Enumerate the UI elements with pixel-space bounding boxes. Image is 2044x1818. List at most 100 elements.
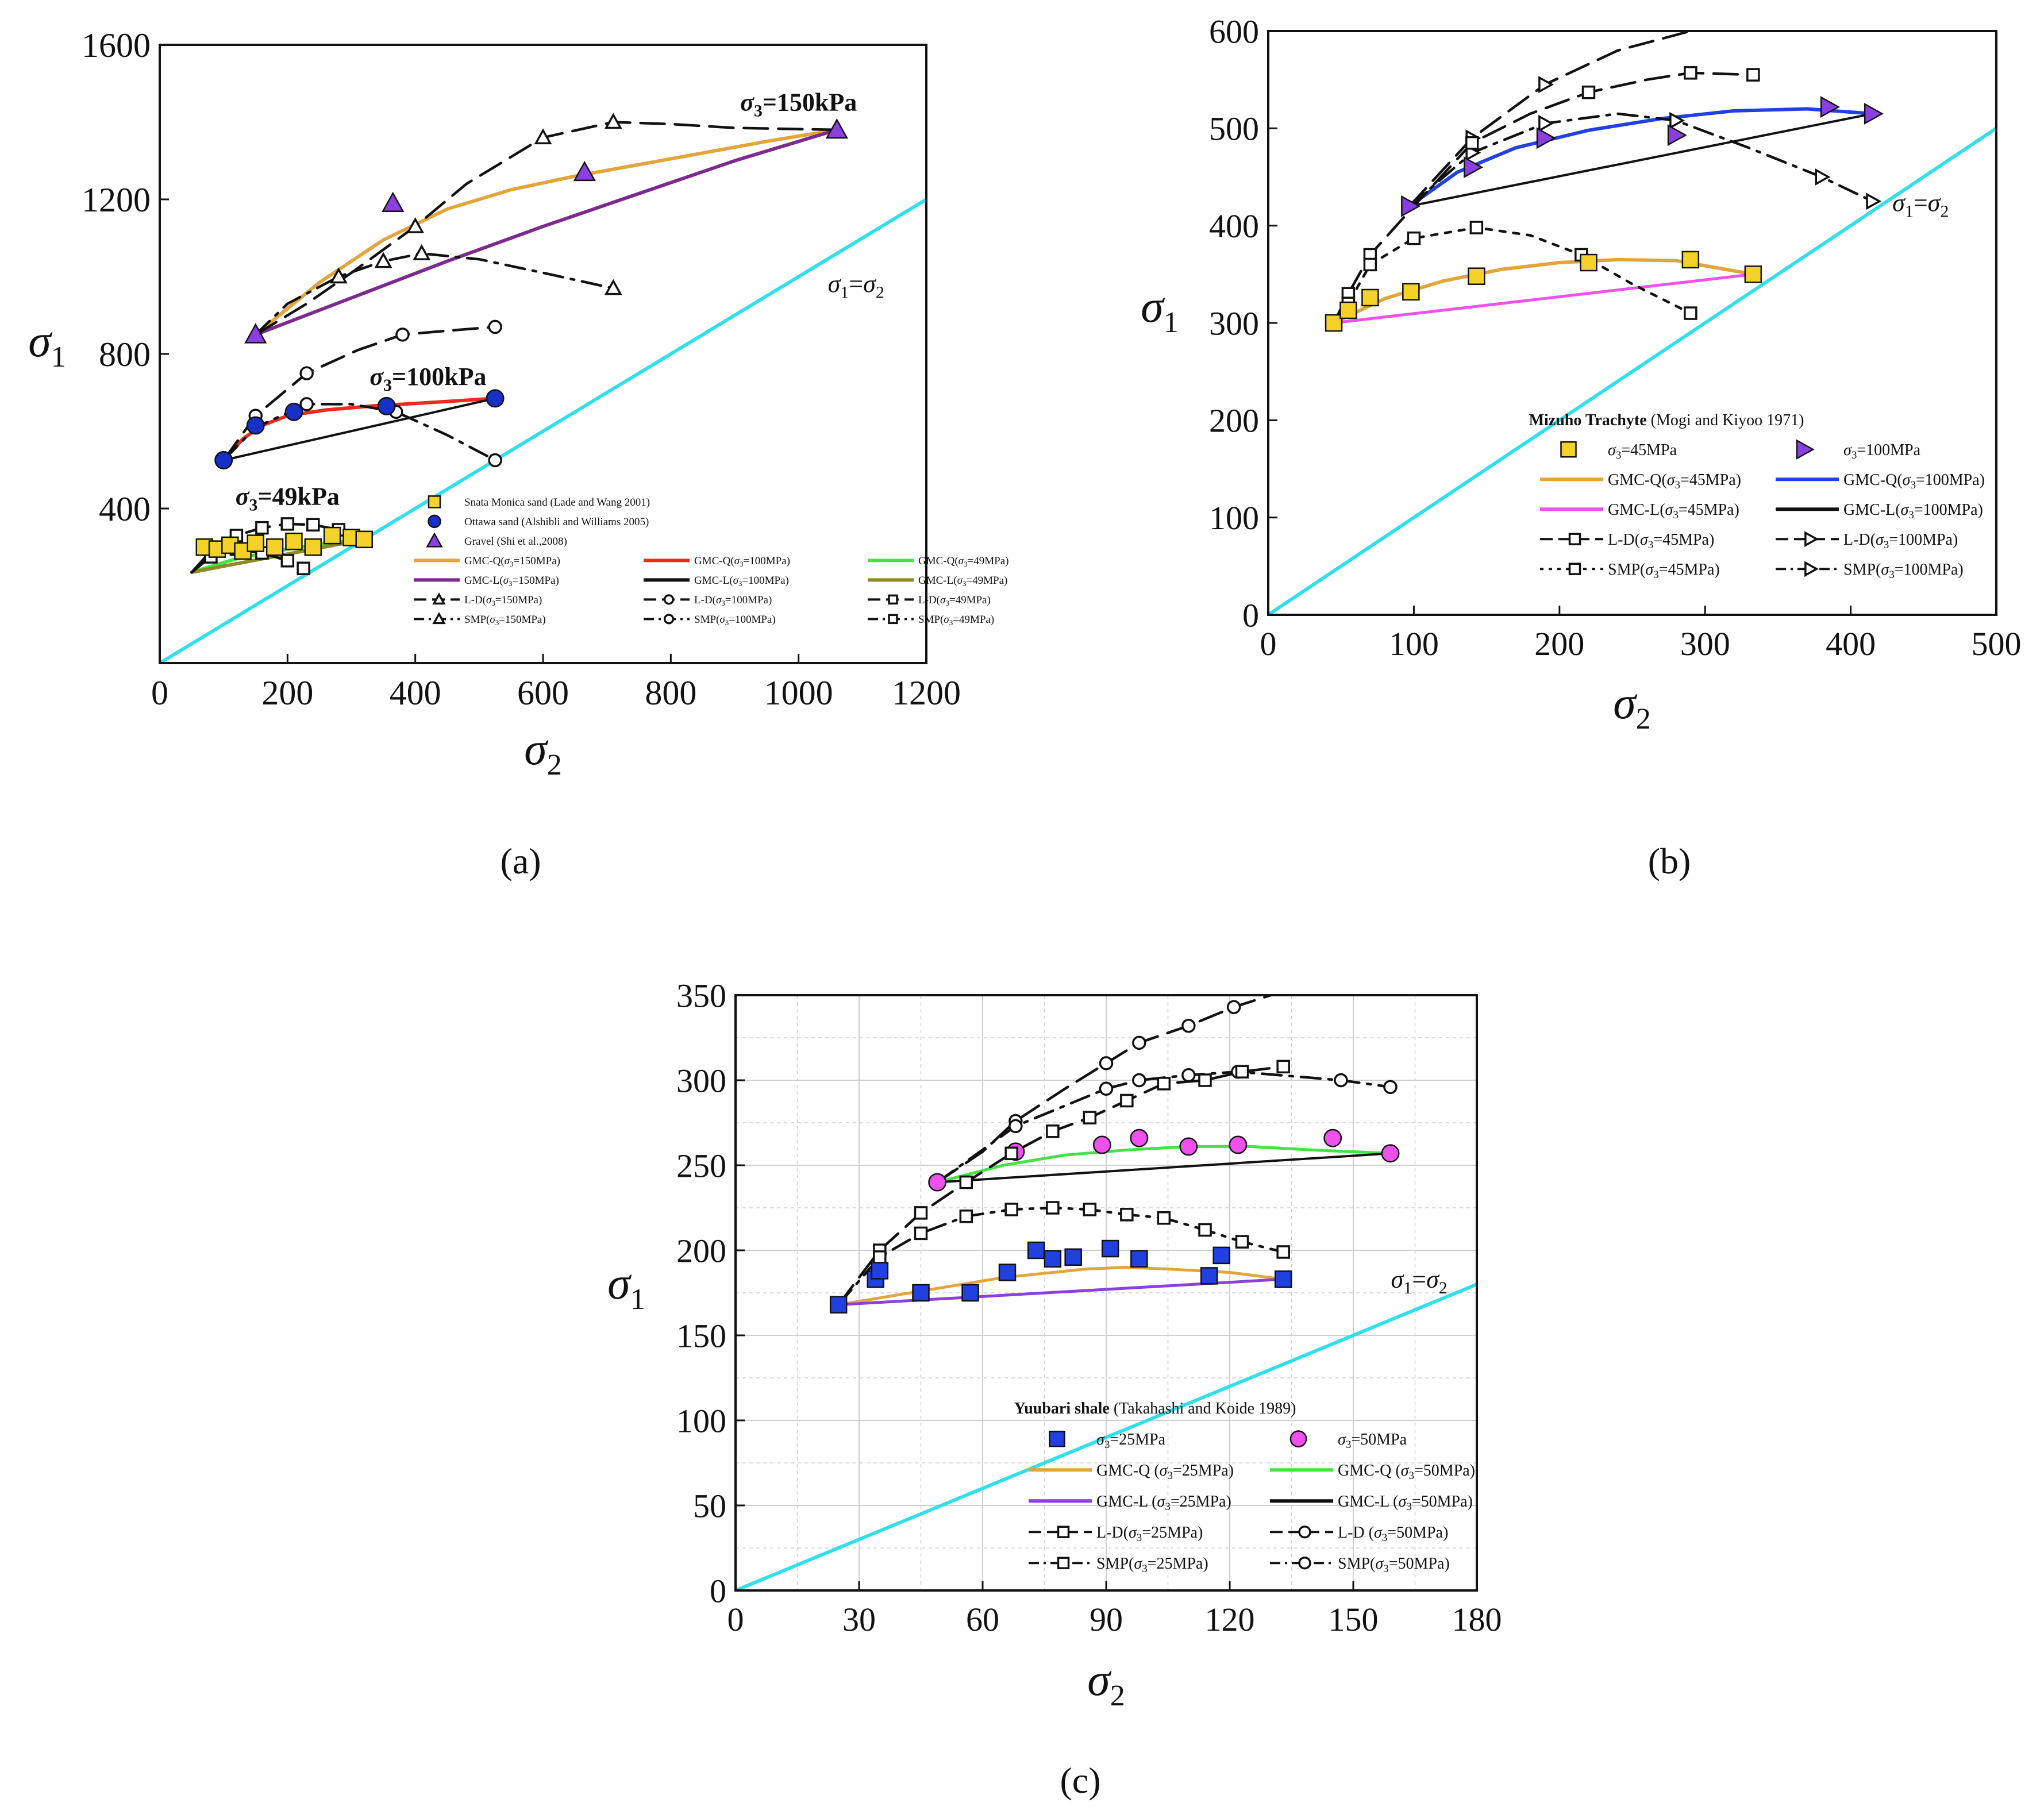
series-smp-3-100mpa-point	[1669, 111, 1685, 129]
legend-item: L-D(σ3​=49MPa)	[868, 594, 991, 607]
legend-label: GMC-Q(σ3​=49MPa)	[918, 555, 1008, 568]
panel-b: 0 100 200 300 400 500 0 100 200 300 400 500 600 σ1 σ…	[1141, 13, 2021, 881]
legend-item: σ3​=100MPa	[1796, 439, 1921, 461]
series-ottawa-sand-alshibli-and-williams-2005-point	[486, 389, 505, 408]
x-tick-label: 200	[1534, 625, 1584, 663]
series-gravel-shi-et-al-2008-point	[382, 191, 405, 212]
legend-item: GMC-L (σ3​=50MPa)	[1270, 1493, 1473, 1513]
series-ottawa-sand-alshibli-and-williams-2005-point	[246, 416, 265, 435]
series-smp-3-45mpa-point	[1469, 221, 1484, 234]
legend-marker	[1804, 531, 1819, 547]
series-smp-3-150mpa-line	[254, 252, 615, 336]
series-l-d-3-45mpa-point	[1581, 85, 1596, 99]
legend-label: σ3​=25MPa	[1096, 1431, 1166, 1451]
series-l-d-3-25mpa-point	[1276, 1060, 1290, 1074]
series-smp-3-150mpa-point	[329, 267, 348, 284]
series-smp-3-25mpa-point	[1235, 1235, 1249, 1249]
annotation: σ3​=150kPa	[740, 88, 857, 120]
legend-marker	[1568, 563, 1581, 575]
marker-layer	[195, 113, 848, 575]
series-snata-monica-sand-lade-and-wang-2001-point	[247, 534, 264, 552]
legend-marker	[663, 594, 675, 605]
legend-marker	[1057, 1557, 1070, 1569]
series-l-d-3-100mpa-point	[488, 319, 502, 334]
series-smp-3-50mpa-point	[1383, 1080, 1398, 1095]
legend-item: σ3​=25MPa	[1049, 1430, 1166, 1451]
x-tick-label: 400	[390, 674, 441, 712]
series-smp-3-50mpa-point	[1181, 1068, 1196, 1083]
panel-label: (c)	[1060, 1760, 1100, 1801]
series-3-25mpa-point	[829, 1296, 848, 1314]
series-3-100mpa-point	[1536, 127, 1556, 149]
series-ottawa-sand-alshibli-and-williams-2005-point	[214, 450, 233, 469]
series-snata-monica-sand-lade-and-wang-2001-point	[285, 532, 303, 550]
x-tick-label: 1200	[892, 674, 961, 712]
series-snata-monica-sand-lade-and-wang-2001-point	[304, 538, 322, 556]
series-smp-3-25mpa-point	[1046, 1201, 1060, 1215]
panel-label: (b)	[1648, 841, 1691, 881]
legend-marker	[1568, 533, 1581, 545]
series-gmc-q-3-25mpa-line	[837, 1266, 1285, 1307]
series-smp-3-100mpa-point	[1815, 168, 1831, 186]
x-tick-label: 200	[261, 674, 313, 712]
series-l-d-3-45mpa-point	[1684, 66, 1697, 80]
legend-label: SMP(σ3​=100MPa)	[1843, 561, 1964, 581]
legend-label: L-D(σ3​=100MPa)	[694, 594, 772, 607]
panel-label: (a)	[500, 841, 541, 881]
series-gravel-shi-et-al-2008-point	[573, 160, 596, 182]
series-gmc-q-3-50mpa-line	[936, 1145, 1392, 1184]
series-l-d-3-25mpa-point	[1083, 1111, 1097, 1124]
y-tick-label: 0	[710, 1572, 726, 1609]
series-smp-3-49mpa-point	[297, 561, 310, 575]
legend-item: σ3​=50MPa	[1289, 1430, 1407, 1451]
series-3-45mpa-point	[1325, 314, 1343, 332]
series-3-50mpa-point	[1381, 1144, 1400, 1163]
series-ottawa-sand-alshibli-and-williams-2005-point	[284, 402, 303, 421]
series-3-50mpa-point	[1092, 1135, 1111, 1154]
series-3-45mpa-point	[1361, 288, 1379, 307]
legend-item: GMC-Q(σ3​=150MPa)	[414, 555, 560, 568]
panel-a: 0 200 400 600 800 1000 1200 400 800 1200 1600 σ1 σ…	[28, 26, 1008, 881]
series-l-d-3-100mpa-point	[1538, 76, 1554, 94]
legend-item: SMP(σ3​=50MPa)	[1270, 1555, 1450, 1575]
series-3-25mpa-point	[1200, 1267, 1218, 1285]
series-3-45mpa-point	[1402, 283, 1420, 301]
legend-marker	[1804, 561, 1819, 577]
legend-item: Ottawa sand (Alshibli and Williams 2005)	[428, 514, 649, 529]
series-1-2-line	[160, 198, 926, 663]
legend-item: GMC-Q(σ3​=100MPa)	[1776, 471, 1985, 491]
series-l-d-3-50mpa-point	[1226, 1000, 1241, 1014]
series-l-d-3-25mpa-point	[914, 1206, 928, 1220]
y-tick-label: 200	[1209, 402, 1259, 440]
y-axis-label: σ1	[1141, 282, 1178, 339]
legend-label: GMC-L(σ3​=49MPa)	[918, 575, 1007, 588]
legend-label: GMC-L(σ3​=100MPa)	[694, 575, 789, 588]
legend-label: GMC-L (σ3​=50MPa)	[1338, 1493, 1473, 1513]
legend-item: SMP(σ3​=100MPa)	[644, 614, 776, 627]
legend-item: GMC-L(σ3​=100MPa)	[644, 575, 789, 588]
panel-c: 0 30 60 90 120 150 180 0 50 100 150 200 250 300 350 σ1…	[607, 977, 1502, 1801]
legend-label: L-D(σ3​=49MPa)	[918, 594, 991, 607]
series-3-100mpa-point	[1820, 96, 1840, 118]
series-smp-3-100mpa-point	[1538, 114, 1554, 132]
series-gravel-shi-et-al-2008-point	[825, 118, 848, 139]
legend-label: Gravel (Shi et al.,2008)	[464, 536, 567, 548]
x-tick-label: 120	[1205, 1601, 1255, 1638]
legend-label: GMC-Q(σ3​=150MPa)	[464, 555, 560, 568]
series-3-25mpa-point	[1044, 1250, 1062, 1268]
x-tick-label: 150	[1329, 1601, 1379, 1638]
series-ottawa-sand-alshibli-and-williams-2005-point	[377, 396, 396, 415]
series-snata-monica-sand-lade-and-wang-2001-point	[323, 526, 341, 545]
series-snata-monica-sand-lade-and-wang-2001-point	[355, 530, 373, 549]
series-1-2-line	[736, 1282, 1477, 1590]
series-3-45mpa-point	[1468, 267, 1485, 285]
series-smp-3-25mpa-point	[873, 1250, 887, 1264]
series-3-25mpa-point	[1101, 1239, 1119, 1258]
series-smp-3-50mpa-point	[1334, 1073, 1348, 1088]
series-3-100mpa-point	[1401, 195, 1421, 217]
series-3-50mpa-point	[1323, 1128, 1342, 1147]
annotation: σ3​=49kPa	[236, 482, 340, 514]
legend-marker	[1049, 1430, 1065, 1447]
series-l-d-3-45mpa-point	[1465, 136, 1479, 150]
